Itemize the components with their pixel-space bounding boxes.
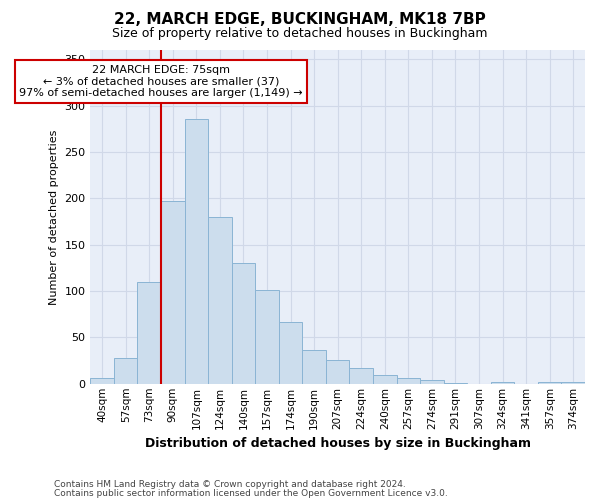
Bar <box>137 282 161 384</box>
Bar <box>232 263 255 384</box>
Text: 22, MARCH EDGE, BUCKINGHAM, MK18 7BP: 22, MARCH EDGE, BUCKINGHAM, MK18 7BP <box>114 12 486 28</box>
Bar <box>373 376 397 384</box>
Bar <box>491 382 514 384</box>
Bar <box>185 118 208 384</box>
Bar <box>161 201 185 384</box>
Bar <box>326 360 349 384</box>
Bar <box>208 217 232 384</box>
Bar <box>255 290 279 384</box>
Bar <box>562 382 585 384</box>
Bar <box>349 368 373 384</box>
Text: 22 MARCH EDGE: 75sqm
← 3% of detached houses are smaller (37)
97% of semi-detach: 22 MARCH EDGE: 75sqm ← 3% of detached ho… <box>19 65 303 98</box>
Bar <box>420 380 443 384</box>
X-axis label: Distribution of detached houses by size in Buckingham: Distribution of detached houses by size … <box>145 437 530 450</box>
Text: Size of property relative to detached houses in Buckingham: Size of property relative to detached ho… <box>112 28 488 40</box>
Text: Contains public sector information licensed under the Open Government Licence v3: Contains public sector information licen… <box>54 488 448 498</box>
Bar <box>302 350 326 384</box>
Y-axis label: Number of detached properties: Number of detached properties <box>49 129 59 304</box>
Bar <box>397 378 420 384</box>
Bar <box>538 382 562 384</box>
Bar <box>114 358 137 384</box>
Bar <box>443 383 467 384</box>
Text: Contains HM Land Registry data © Crown copyright and database right 2024.: Contains HM Land Registry data © Crown c… <box>54 480 406 489</box>
Bar <box>91 378 114 384</box>
Bar <box>279 322 302 384</box>
